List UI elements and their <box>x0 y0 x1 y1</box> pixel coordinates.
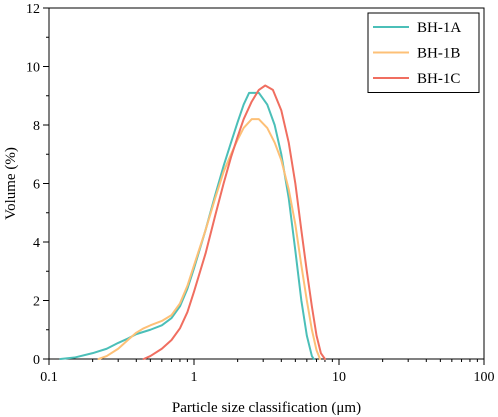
legend-label: BH-1C <box>417 71 460 87</box>
legend-label: BH-1B <box>417 46 460 62</box>
y-tick-label: 10 <box>26 61 40 76</box>
y-tick-label: 0 <box>33 353 40 368</box>
series-layer <box>59 84 326 360</box>
y-axis-label: Volume (%) <box>3 147 19 220</box>
y-tick-label: 12 <box>26 2 40 17</box>
x-tick-label: 10 <box>332 370 346 385</box>
series-line-bh-1b <box>97 118 322 360</box>
series-line-bh-1a <box>59 91 315 360</box>
y-tick-label: 8 <box>33 119 40 134</box>
legend: BH-1A BH-1B BH-1C <box>367 12 480 93</box>
y-tick-label: 4 <box>33 236 40 251</box>
x-tick-label: 0.1 <box>40 370 58 385</box>
y-axis: 0 2 4 6 8 10 12 <box>26 2 49 368</box>
x-tick-label: 100 <box>474 370 495 385</box>
x-axis: 0.1 1 10 100 <box>40 359 495 385</box>
x-tick-label: 1 <box>191 370 198 385</box>
y-tick-label: 2 <box>33 295 40 310</box>
x-axis-label: Particle size classification (μm) <box>172 400 361 416</box>
legend-label: BH-1A <box>417 20 461 36</box>
y-tick-label: 6 <box>33 178 40 193</box>
series-line-bh-1c <box>142 84 326 360</box>
